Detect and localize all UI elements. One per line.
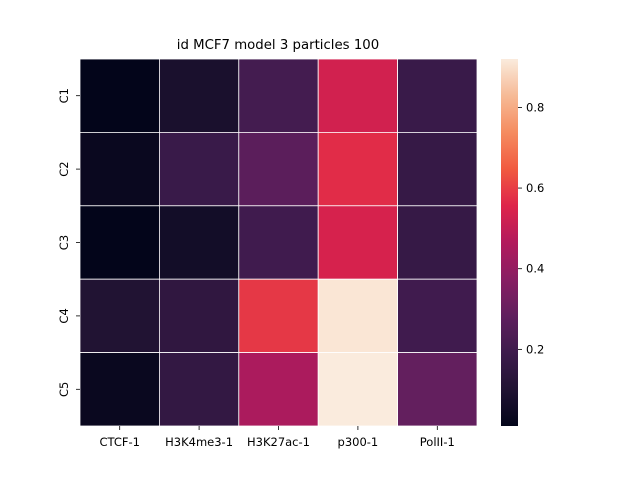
x-tick-label: H3K27ac-1 [247, 435, 310, 449]
heatmap-cell-C2-p300-1 [317, 131, 399, 207]
heatmap-cell-C4-CTCF-1 [79, 278, 160, 354]
heatmap-cell-C3-PolII-1 [397, 205, 478, 280]
heatmap-cell-C5-H3K27ac-1 [238, 352, 319, 427]
heatmap-cell-C1-PolII-1 [397, 58, 478, 133]
heatmap-cell-C1-p300-1 [317, 58, 399, 133]
heatmap-cell-C1-CTCF-1 [79, 58, 160, 133]
heatmap-cell-C3-H3K27ac-1 [238, 205, 319, 280]
y-tick-label: C5 [57, 382, 71, 397]
heatmap-cell-C2-H3K4me3-1 [158, 131, 240, 207]
heatmap-cell-C3-p300-1 [317, 205, 399, 280]
heatmap-cell-C5-CTCF-1 [79, 352, 160, 427]
colorbar [501, 59, 518, 426]
colorbar-ticks: 0.2 0.4 0.6 0.8 [518, 100, 544, 356]
heatmap-cell-C2-PolII-1 [397, 131, 478, 207]
y-tick-label: C3 [57, 235, 71, 250]
y-axis-ticks: C1 C2 C3 C4 C5 [57, 88, 80, 397]
colorbar-tick-label: 0.4 [526, 262, 544, 276]
x-tick-label: p300-1 [338, 435, 379, 449]
heatmap-cell-C2-CTCF-1 [79, 131, 160, 207]
x-tick-label: CTCF-1 [99, 435, 140, 449]
heatmap-cell-C5-PolII-1 [397, 352, 478, 427]
heatmap-cell-C2-H3K27ac-1 [238, 131, 319, 207]
x-tick-label: H3K4me3-1 [165, 435, 233, 449]
heatmap-cell-C4-H3K27ac-1 [238, 278, 319, 354]
x-tick-label: PolII-1 [420, 435, 455, 449]
y-tick-label: C1 [57, 88, 71, 103]
heatmap-cell-C5-p300-1 [317, 352, 399, 427]
heatmap-cell-C4-H3K4me3-1 [158, 278, 240, 354]
colorbar-tick-label: 0.6 [526, 181, 544, 195]
y-tick-label: C2 [57, 161, 71, 176]
heatmap-cell-C4-PolII-1 [397, 278, 478, 354]
colorbar-tick-label: 0.2 [526, 342, 544, 356]
heatmap-cell-C1-H3K4me3-1 [158, 58, 240, 133]
heatmap-cell-C5-H3K4me3-1 [158, 352, 240, 427]
heatmap-cell-C3-H3K4me3-1 [158, 205, 240, 280]
chart-title: id MCF7 model 3 particles 100 [177, 38, 379, 53]
heatmap-cell-C1-H3K27ac-1 [238, 58, 319, 133]
heatmap-cell-C4-p300-1 [317, 278, 399, 354]
colorbar-tick-label: 0.8 [526, 100, 544, 114]
heatmap-cells [79, 58, 478, 427]
y-tick-label: C4 [57, 308, 71, 323]
heatmap-cell-C3-CTCF-1 [79, 205, 160, 280]
x-axis-ticks: CTCF-1 H3K4me3-1 H3K27ac-1 p300-1 PolII-1 [99, 426, 455, 449]
